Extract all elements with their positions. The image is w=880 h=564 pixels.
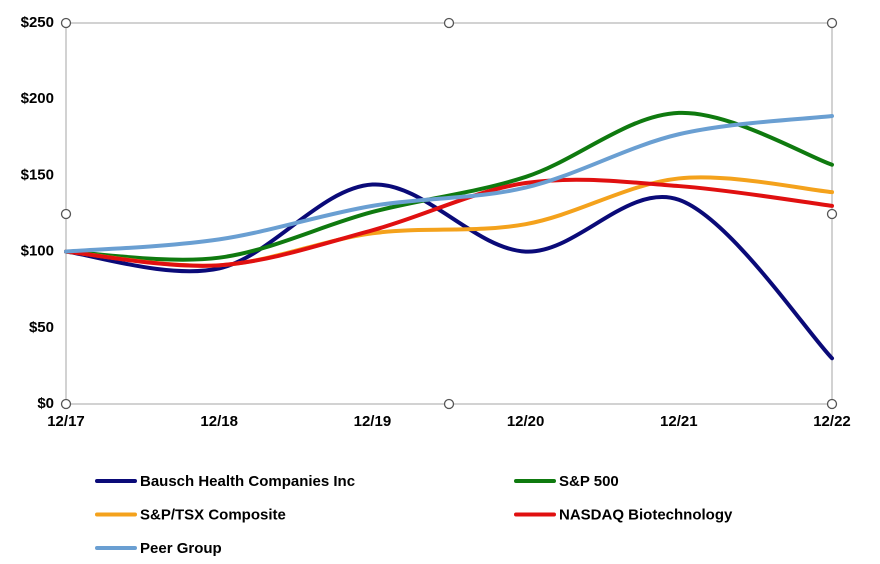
legend-label: S&P 500 xyxy=(559,473,619,490)
x-tick-label: 12/20 xyxy=(507,413,545,430)
series-line xyxy=(64,177,834,268)
selection-handles xyxy=(60,17,838,410)
series-line xyxy=(64,182,834,361)
legend-label: S&P/TSX Composite xyxy=(140,506,286,523)
y-tick-label: $150 xyxy=(21,166,54,183)
legend-label: Peer Group xyxy=(140,540,222,557)
plot-border xyxy=(65,22,833,405)
x-tick-label: 12/22 xyxy=(813,413,851,430)
x-tick-label: 12/21 xyxy=(660,413,698,430)
x-tick-label: 12/18 xyxy=(200,413,238,430)
x-tick-label: 12/17 xyxy=(47,413,85,430)
y-tick-label: $200 xyxy=(21,90,54,107)
y-tick-label: $50 xyxy=(29,319,54,336)
legend-label: Bausch Health Companies Inc xyxy=(140,473,355,490)
series-line xyxy=(64,110,834,262)
y-tick-label: $250 xyxy=(21,14,54,31)
x-tick-label: 12/19 xyxy=(354,413,392,430)
legend-label: NASDAQ Biotechnology xyxy=(559,506,733,523)
series-line xyxy=(64,113,834,254)
y-tick-label: $100 xyxy=(21,243,54,260)
y-tick-label: $0 xyxy=(37,395,54,412)
